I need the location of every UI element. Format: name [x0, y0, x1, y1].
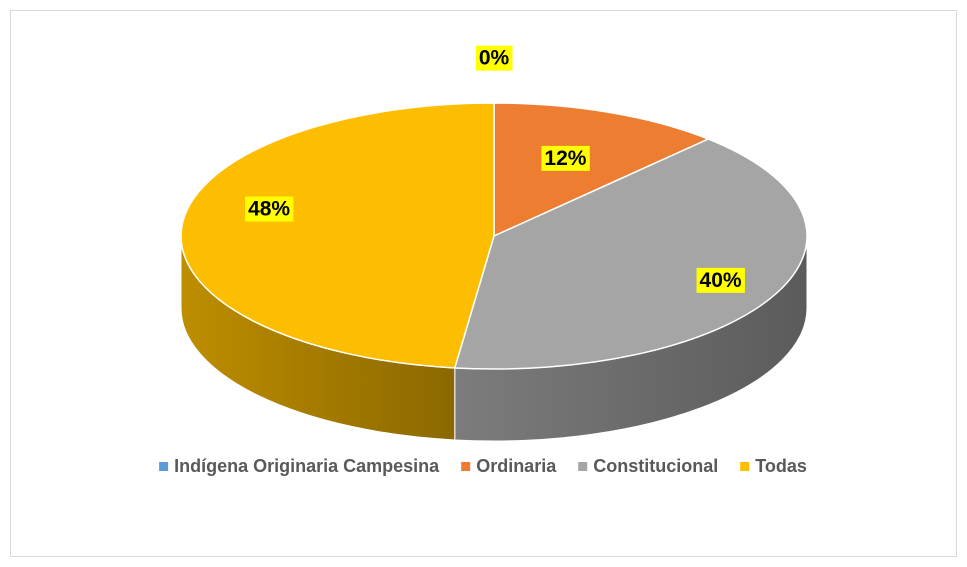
label-background — [475, 45, 513, 71]
legend-swatch — [740, 462, 750, 471]
label-background — [696, 267, 745, 293]
legend-label: Indígena Originaria Campesina — [174, 456, 440, 476]
legend-swatch — [461, 462, 471, 471]
label-background — [245, 196, 294, 222]
slice — [453, 138, 808, 370]
legend-swatch — [578, 462, 588, 471]
legend-swatch — [159, 462, 169, 471]
data-label: 12% — [544, 147, 586, 170]
data-label: 40% — [700, 269, 742, 292]
slice — [180, 102, 495, 369]
data-label: 0% — [479, 47, 510, 70]
label-background — [541, 145, 590, 171]
slice — [493, 102, 711, 238]
data-label: 48% — [248, 198, 290, 221]
legend-label: Constitucional — [593, 456, 718, 476]
legend-label: Todas — [755, 456, 807, 476]
legend-label: Ordinaria — [476, 456, 557, 476]
